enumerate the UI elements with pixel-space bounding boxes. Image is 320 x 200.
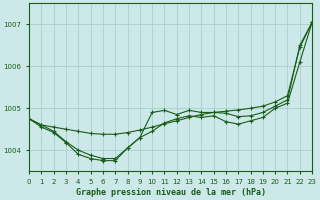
X-axis label: Graphe pression niveau de la mer (hPa): Graphe pression niveau de la mer (hPa) [76, 188, 266, 197]
